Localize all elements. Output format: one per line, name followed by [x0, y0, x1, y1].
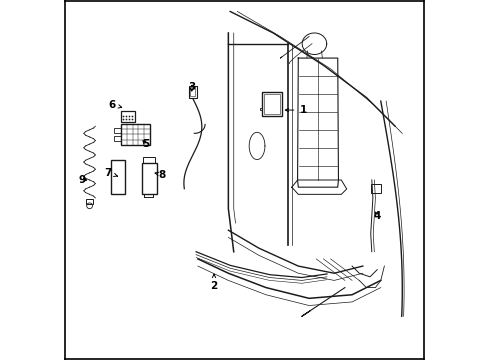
- Text: 5: 5: [142, 139, 149, 149]
- Text: 7: 7: [104, 168, 117, 178]
- Bar: [113, 129, 121, 134]
- Bar: [121, 124, 150, 145]
- Bar: [264, 94, 280, 114]
- Text: 9: 9: [79, 175, 86, 185]
- Bar: [142, 163, 157, 194]
- Text: 1: 1: [285, 105, 306, 115]
- Text: 8: 8: [155, 170, 165, 180]
- Text: 3: 3: [188, 82, 195, 92]
- Text: 6: 6: [108, 100, 122, 110]
- Bar: [143, 157, 155, 163]
- Bar: [121, 111, 135, 122]
- Bar: [188, 86, 196, 98]
- Bar: [370, 184, 381, 193]
- Bar: [262, 92, 282, 116]
- Bar: [111, 160, 125, 194]
- Bar: [86, 199, 93, 204]
- Text: 4: 4: [373, 211, 380, 221]
- Bar: [113, 135, 121, 140]
- Text: 2: 2: [210, 274, 217, 291]
- Bar: [190, 87, 195, 96]
